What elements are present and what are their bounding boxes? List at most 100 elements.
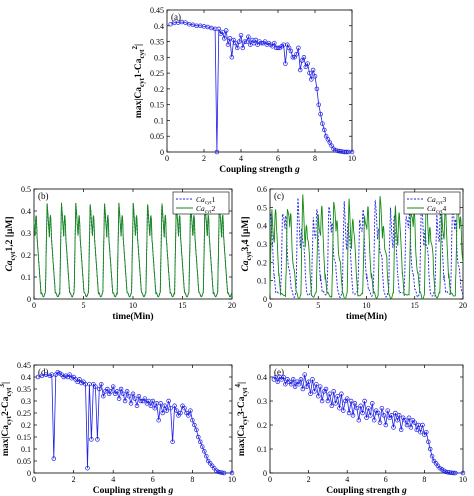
- data-point: [371, 417, 377, 423]
- data-point: [292, 384, 298, 389]
- y-label-sub: cyt: [5, 415, 13, 425]
- data-point: [246, 34, 251, 40]
- y-tick-label: 0.3: [154, 53, 164, 62]
- data-point: [329, 403, 335, 409]
- data-point: [196, 434, 201, 440]
- x-tick-label: 0: [268, 301, 272, 310]
- data-point: [350, 413, 356, 418]
- data-point: [397, 413, 402, 418]
- panel-label: (e): [274, 367, 284, 377]
- y-tick-label: 0.1: [154, 116, 164, 125]
- data-point: [391, 425, 396, 430]
- data-point: [101, 393, 106, 399]
- data-point: [319, 398, 325, 404]
- legend-entry-end: 1: [212, 195, 216, 204]
- series-line: [273, 374, 463, 474]
- data-point: [308, 391, 313, 397]
- x-axis-label-var: g: [168, 486, 174, 496]
- data-point: [108, 389, 114, 394]
- data-point: [333, 401, 338, 406]
- data-point: [358, 403, 363, 409]
- data-point: [110, 384, 116, 389]
- data-point: [305, 61, 310, 66]
- y-label-sup: 4: [234, 384, 242, 388]
- data-point: [395, 417, 400, 423]
- data-point: [170, 439, 175, 445]
- data-point: [325, 398, 331, 404]
- y-label-sub: cyt: [245, 251, 253, 261]
- data-point: [215, 469, 221, 475]
- data-point: [233, 40, 238, 46]
- y-tick-label: 0.3: [257, 397, 267, 406]
- x-tick-label: 15: [179, 301, 187, 310]
- x-tick-label: 10: [228, 475, 236, 484]
- data-point: [344, 149, 349, 155]
- y-tick-label: 0.1: [21, 445, 31, 454]
- y-label-sub: cyt: [241, 387, 249, 397]
- y-tick-label: 0.2: [21, 251, 31, 260]
- x-tick-label: 4: [239, 154, 243, 163]
- y-label-sup: 3: [0, 384, 6, 388]
- y-tick-label: 0.15: [150, 101, 164, 110]
- x-tick-label: 0: [165, 154, 169, 163]
- x-tick-label: 10: [459, 475, 467, 484]
- data-point: [288, 381, 294, 387]
- data-point: [297, 67, 303, 73]
- data-point: [290, 55, 296, 60]
- legend-entry-end: 3: [443, 195, 447, 204]
- y-axis-label: max|Cacyt2-Cacyt3|: [0, 382, 13, 456]
- y-tick-label: 0.45: [150, 6, 164, 15]
- data-point: [339, 391, 344, 397]
- data-point: [318, 111, 323, 117]
- data-point: [451, 470, 456, 476]
- data-point: [202, 449, 207, 454]
- y-tick-label: 0.25: [17, 409, 31, 418]
- data-point: [283, 61, 288, 66]
- data-point: [402, 417, 408, 423]
- x-tick-label: 2: [202, 154, 206, 163]
- y-tick-label: 0: [27, 469, 31, 478]
- y-tick-label: 0.5: [21, 185, 31, 194]
- data-point: [216, 26, 222, 32]
- x-tick-label: 15: [411, 301, 419, 310]
- y-tick-label: 0: [263, 295, 267, 304]
- data-point: [120, 391, 126, 397]
- data-point: [99, 381, 104, 387]
- data-point: [424, 429, 429, 435]
- panel-0-axes: 0 2 4 6 8 10 0 0.05 0.1 0.15 0.2 0.25 0.3 0.35 0.4 0.45…: [150, 6, 356, 163]
- x-tick-label: 20: [228, 301, 236, 310]
- x-axis-label: time(Min): [112, 311, 153, 322]
- data-point: [128, 401, 134, 406]
- data-point: [130, 391, 136, 397]
- data-point: [275, 379, 280, 385]
- data-point: [186, 413, 191, 418]
- x-tick-label: 8: [190, 475, 194, 484]
- x-axis-label: Coupling strength g: [93, 486, 174, 496]
- data-point: [156, 417, 161, 423]
- data-point: [114, 389, 120, 394]
- data-point: [414, 427, 419, 433]
- x-tick-label: 4: [345, 475, 349, 484]
- x-tick-label: 6: [384, 475, 388, 484]
- y-axis-label: max|Cacyt1-Cacyt2|: [131, 44, 146, 118]
- data-point: [198, 439, 203, 445]
- data-point: [426, 439, 431, 445]
- data-point: [427, 446, 433, 452]
- x-tick-label: 10: [129, 301, 137, 310]
- data-point: [182, 405, 187, 411]
- data-point: [142, 396, 148, 401]
- data-point: [150, 398, 156, 404]
- data-point: [85, 465, 90, 471]
- data-point: [348, 398, 354, 404]
- data-point: [429, 453, 435, 459]
- data-point: [259, 40, 264, 46]
- data-point: [164, 408, 169, 413]
- data-point: [168, 405, 173, 411]
- y-tick-label: 0.35: [150, 38, 164, 47]
- data-point: [310, 67, 316, 73]
- data-point: [302, 372, 307, 377]
- data-point: [408, 425, 414, 430]
- y-tick-label: 0.1: [21, 273, 31, 282]
- data-point: [453, 470, 458, 476]
